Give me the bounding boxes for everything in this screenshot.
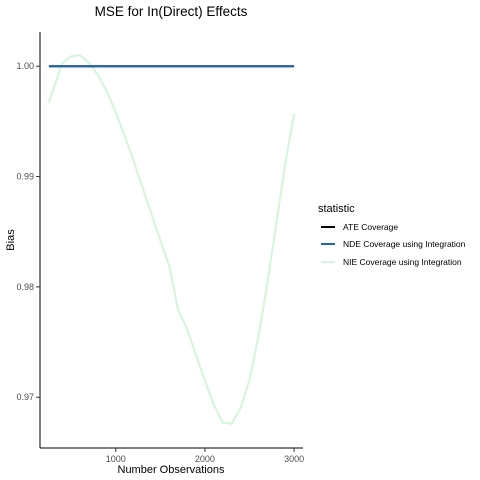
- y-tick-label: 0.98: [16, 282, 34, 292]
- series-line-2: [47, 54, 296, 425]
- chart-title: MSE for In(Direct) Effects: [95, 4, 248, 19]
- x-tick-label: 3000: [284, 454, 304, 464]
- legend-label: ATE Coverage: [343, 222, 398, 232]
- y-tick-label: 1.00: [16, 61, 34, 71]
- plot-lines: [47, 54, 296, 425]
- x-tick-label: 2000: [195, 454, 215, 464]
- y-axis-title: Bias: [5, 229, 17, 251]
- y-tick-label: 0.99: [16, 172, 34, 182]
- legend: statistic ATE Coverage NDE Coverage using…: [318, 203, 466, 267]
- y-ticks: 0.97 0.98 0.99 1.00: [16, 61, 40, 402]
- x-ticks: 1000 2000 3000: [106, 448, 304, 464]
- axes: [39, 32, 303, 449]
- legend-label: NIE Coverage using Integration: [343, 257, 462, 267]
- legend-title: statistic: [318, 203, 355, 215]
- x-tick-label: 1000: [106, 454, 126, 464]
- y-tick-label: 0.97: [16, 392, 34, 402]
- x-axis-title: Number Observations: [118, 464, 225, 476]
- legend-label: NDE Coverage using Integration: [343, 239, 466, 249]
